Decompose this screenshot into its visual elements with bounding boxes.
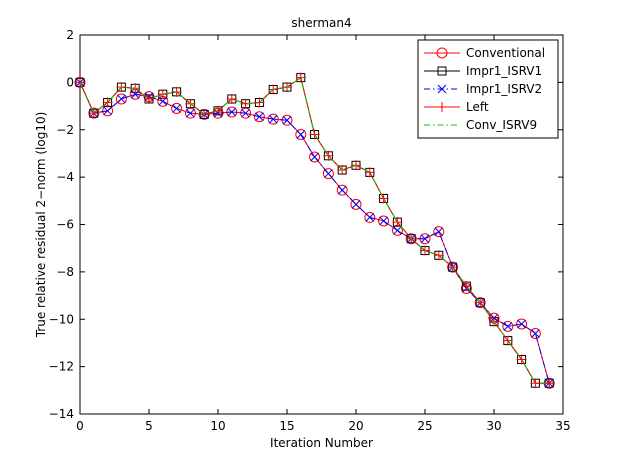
x-tick-label: 10 bbox=[210, 419, 225, 433]
data-point bbox=[324, 169, 333, 178]
data-point bbox=[103, 106, 112, 116]
x-axis-label: Iteration Number bbox=[270, 436, 373, 450]
data-point bbox=[516, 354, 527, 365]
data-point bbox=[117, 94, 126, 104]
data-point bbox=[433, 226, 445, 238]
legend-label: Impr1_ISRV2 bbox=[466, 82, 542, 96]
data-point bbox=[337, 185, 347, 195]
data-point bbox=[336, 184, 348, 196]
data-point bbox=[378, 215, 390, 227]
data-point bbox=[102, 97, 113, 108]
data-point bbox=[350, 198, 362, 210]
data-point bbox=[379, 216, 388, 226]
series-line bbox=[79, 76, 550, 384]
data-point bbox=[531, 329, 540, 338]
data-point bbox=[529, 327, 541, 339]
data-point bbox=[309, 151, 321, 163]
chart-title: sherman4 bbox=[291, 16, 351, 30]
data-point bbox=[254, 97, 265, 108]
legend-label: Conv_ISRV9 bbox=[466, 118, 537, 132]
y-tick-label: −6 bbox=[56, 218, 74, 232]
legend-label: Conventional bbox=[466, 46, 545, 60]
series-layer bbox=[74, 72, 555, 389]
data-point bbox=[461, 281, 472, 292]
data-point bbox=[267, 113, 279, 125]
y-tick-label: 2 bbox=[66, 28, 74, 42]
data-point bbox=[115, 93, 127, 105]
y-tick-label: 0 bbox=[66, 75, 74, 89]
y-axis-label: True relative residual 2−norm (log10) bbox=[34, 112, 48, 339]
data-point bbox=[75, 77, 85, 88]
data-point bbox=[88, 108, 99, 119]
data-point bbox=[420, 234, 430, 244]
y-tick-label: −10 bbox=[49, 312, 74, 326]
data-point bbox=[158, 96, 168, 106]
legend: Conventional Impr1_ISRV1 Impr1_ISRV2 Left Co… bbox=[417, 39, 559, 139]
legend-entry: Conv_ISRV9 bbox=[424, 118, 537, 132]
data-point bbox=[172, 104, 181, 113]
data-point bbox=[434, 227, 444, 236]
y-tick-label: −4 bbox=[56, 170, 74, 184]
data-point bbox=[310, 152, 319, 162]
data-point bbox=[502, 335, 513, 346]
data-point bbox=[351, 200, 361, 209]
legend-marker bbox=[437, 84, 447, 94]
x-tick-label: 30 bbox=[486, 419, 501, 433]
y-tick-label: −8 bbox=[56, 265, 74, 279]
data-point bbox=[295, 128, 307, 140]
y-tick-label: −2 bbox=[56, 123, 74, 137]
data-point bbox=[420, 245, 430, 256]
legend-label: Left bbox=[466, 100, 489, 114]
data-point bbox=[226, 93, 237, 104]
data-point bbox=[530, 378, 541, 389]
data-point bbox=[144, 93, 154, 104]
data-point bbox=[322, 168, 334, 180]
data-point bbox=[282, 115, 292, 125]
data-point bbox=[186, 108, 195, 118]
x-tick-label: 15 bbox=[279, 419, 294, 433]
data-point bbox=[296, 130, 306, 139]
y-tick-label: −12 bbox=[49, 360, 74, 374]
legend-entry: Impr1_ISRV2 bbox=[424, 82, 542, 96]
legend-entry: Impr1_ISRV1 bbox=[424, 64, 542, 78]
legend-marker bbox=[437, 102, 447, 112]
data-point bbox=[253, 111, 265, 123]
legend-label: Impr1_ISRV1 bbox=[466, 64, 542, 78]
legend-entry: Left bbox=[424, 100, 489, 114]
series-conv-isrv9 bbox=[79, 76, 550, 384]
x-tick-label: 5 bbox=[145, 419, 153, 433]
data-point bbox=[393, 226, 402, 235]
x-tick-label: 35 bbox=[555, 419, 570, 433]
data-point bbox=[255, 112, 264, 122]
data-point bbox=[213, 105, 223, 116]
data-point bbox=[517, 319, 526, 329]
data-point bbox=[516, 318, 528, 330]
legend-entry: Conventional bbox=[424, 46, 545, 60]
legend-marker bbox=[436, 47, 448, 59]
data-point bbox=[241, 108, 250, 118]
x-tick-label: 25 bbox=[417, 419, 432, 433]
x-tick-label: 20 bbox=[348, 419, 363, 433]
x-tick-label: 0 bbox=[76, 419, 84, 433]
data-point bbox=[171, 102, 183, 114]
data-point bbox=[323, 150, 334, 161]
legend-marker bbox=[437, 66, 447, 76]
data-point bbox=[268, 114, 278, 124]
data-point bbox=[227, 107, 237, 117]
data-point bbox=[503, 322, 513, 331]
data-point bbox=[295, 72, 306, 83]
data-point bbox=[502, 320, 514, 332]
data-point bbox=[364, 211, 376, 223]
data-point bbox=[130, 89, 140, 99]
data-point bbox=[364, 167, 375, 178]
data-point bbox=[309, 129, 320, 140]
y-tick-label: −14 bbox=[49, 407, 74, 421]
data-point bbox=[365, 213, 375, 222]
series-line bbox=[79, 82, 550, 384]
